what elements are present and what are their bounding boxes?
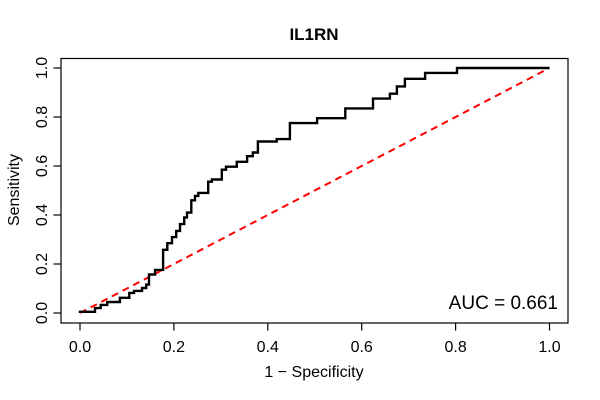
x-axis-label: 1 − Specificity: [264, 364, 363, 381]
reference-layer: [79, 67, 550, 314]
y-tick-label: 0.8: [34, 106, 51, 128]
x-tick-label: 1.0: [538, 339, 560, 356]
x-axis: 0.0 0.2 0.4 0.6 0.8 1.0: [69, 323, 561, 356]
y-axis-label: Sensitivity: [6, 154, 23, 226]
x-tick-label: 0.6: [351, 339, 373, 356]
y-tick-label: 0.2: [34, 253, 51, 275]
plot-box: [60, 57, 569, 324]
curve-layer: [78, 66, 550, 313]
y-tick-label: 0.6: [34, 155, 51, 177]
auc-annotation: AUC = 0.661: [449, 293, 558, 314]
chart-title: IL1RN: [289, 25, 338, 44]
y-tick-label: 1.0: [34, 57, 51, 79]
y-tick-label: 0.0: [34, 302, 51, 324]
x-tick-label: 0.8: [444, 339, 466, 356]
x-tick-label: 0.2: [163, 339, 185, 356]
y-axis: 0.0 0.2 0.4 0.6 0.8 1.0: [34, 57, 61, 324]
x-tick-label: 0.4: [257, 339, 279, 356]
roc-curve: [78, 66, 550, 313]
y-tick-label: 0.4: [34, 204, 51, 226]
reference-diagonal: [79, 67, 550, 314]
x-tick-label: 0.0: [69, 339, 91, 356]
plot-area: [78, 66, 550, 314]
